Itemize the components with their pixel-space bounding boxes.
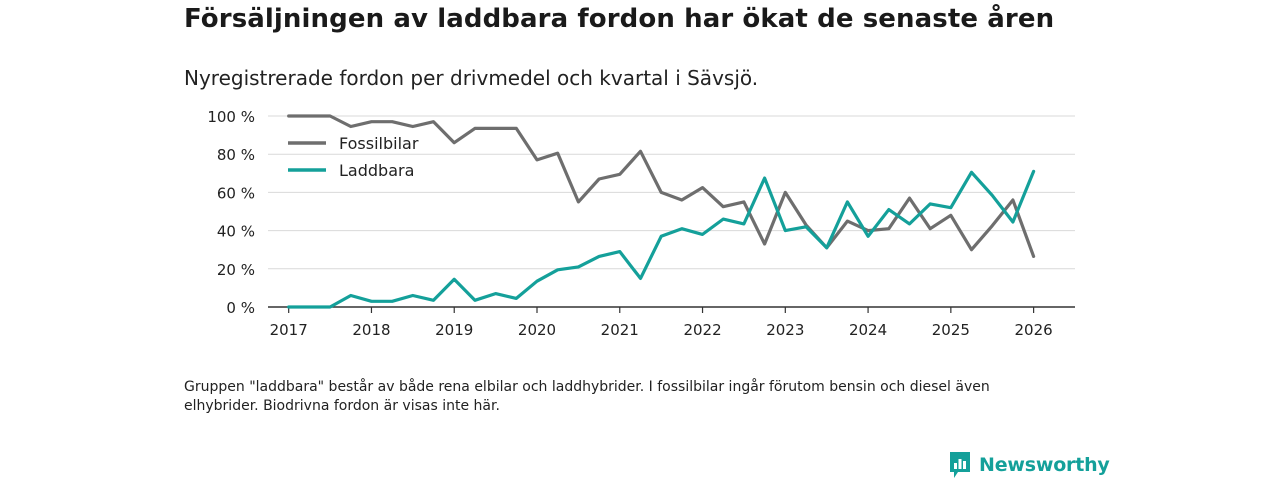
series-lines bbox=[287, 114, 1036, 309]
y-axis-ticks: 0 % 20 % 40 % 60 % 80 % 100 % bbox=[207, 108, 255, 317]
x-tick-label: 2017 bbox=[270, 321, 308, 339]
x-tick-label: 2022 bbox=[683, 321, 721, 339]
legend-label-laddbara: Laddbara bbox=[339, 161, 414, 180]
x-tick-label: 2018 bbox=[352, 321, 390, 339]
chart-subtitle: Nyregistrerade fordon per drivmedel och … bbox=[184, 66, 759, 90]
series-line-fossilbilar bbox=[287, 114, 1036, 258]
x-tick-label: 2020 bbox=[518, 321, 556, 339]
x-tick-label: 2021 bbox=[601, 321, 639, 339]
chart-footnote: Gruppen "laddbara" består av både rena e… bbox=[184, 379, 990, 414]
x-tick-label: 2024 bbox=[849, 321, 887, 339]
y-tick-label: 60 % bbox=[217, 184, 255, 202]
chart-title: Försäljningen av laddbara fordon har öka… bbox=[184, 4, 1055, 34]
y-tick-label: 0 % bbox=[226, 299, 255, 317]
chart-legend: Fossilbilar Laddbara bbox=[288, 134, 419, 180]
y-tick-label: 20 % bbox=[217, 261, 255, 279]
newsworthy-logo-icon bbox=[950, 452, 970, 478]
y-tick-label: 100 % bbox=[207, 108, 255, 126]
brand-logo: Newsworthy bbox=[948, 450, 1110, 480]
brand-name: Newsworthy bbox=[979, 454, 1110, 476]
x-tick-label: 2026 bbox=[1015, 321, 1053, 339]
series-line-laddbara bbox=[287, 169, 1036, 309]
legend-label-fossilbilar: Fossilbilar bbox=[339, 134, 419, 153]
x-tick-label: 2023 bbox=[766, 321, 804, 339]
y-tick-label: 40 % bbox=[217, 223, 255, 241]
y-tick-label: 80 % bbox=[217, 146, 255, 164]
line-chart: 0 % 20 % 40 % 60 % 80 % 100 % 2017 2018 2019 202… bbox=[207, 108, 1075, 339]
x-tick-label: 2019 bbox=[435, 321, 473, 339]
x-axis: 2017 2018 2019 2020 2021 2022 2023 2024 2025 2026 bbox=[268, 306, 1075, 339]
x-tick-label: 2025 bbox=[932, 321, 970, 339]
grid-lines bbox=[268, 115, 1075, 270]
